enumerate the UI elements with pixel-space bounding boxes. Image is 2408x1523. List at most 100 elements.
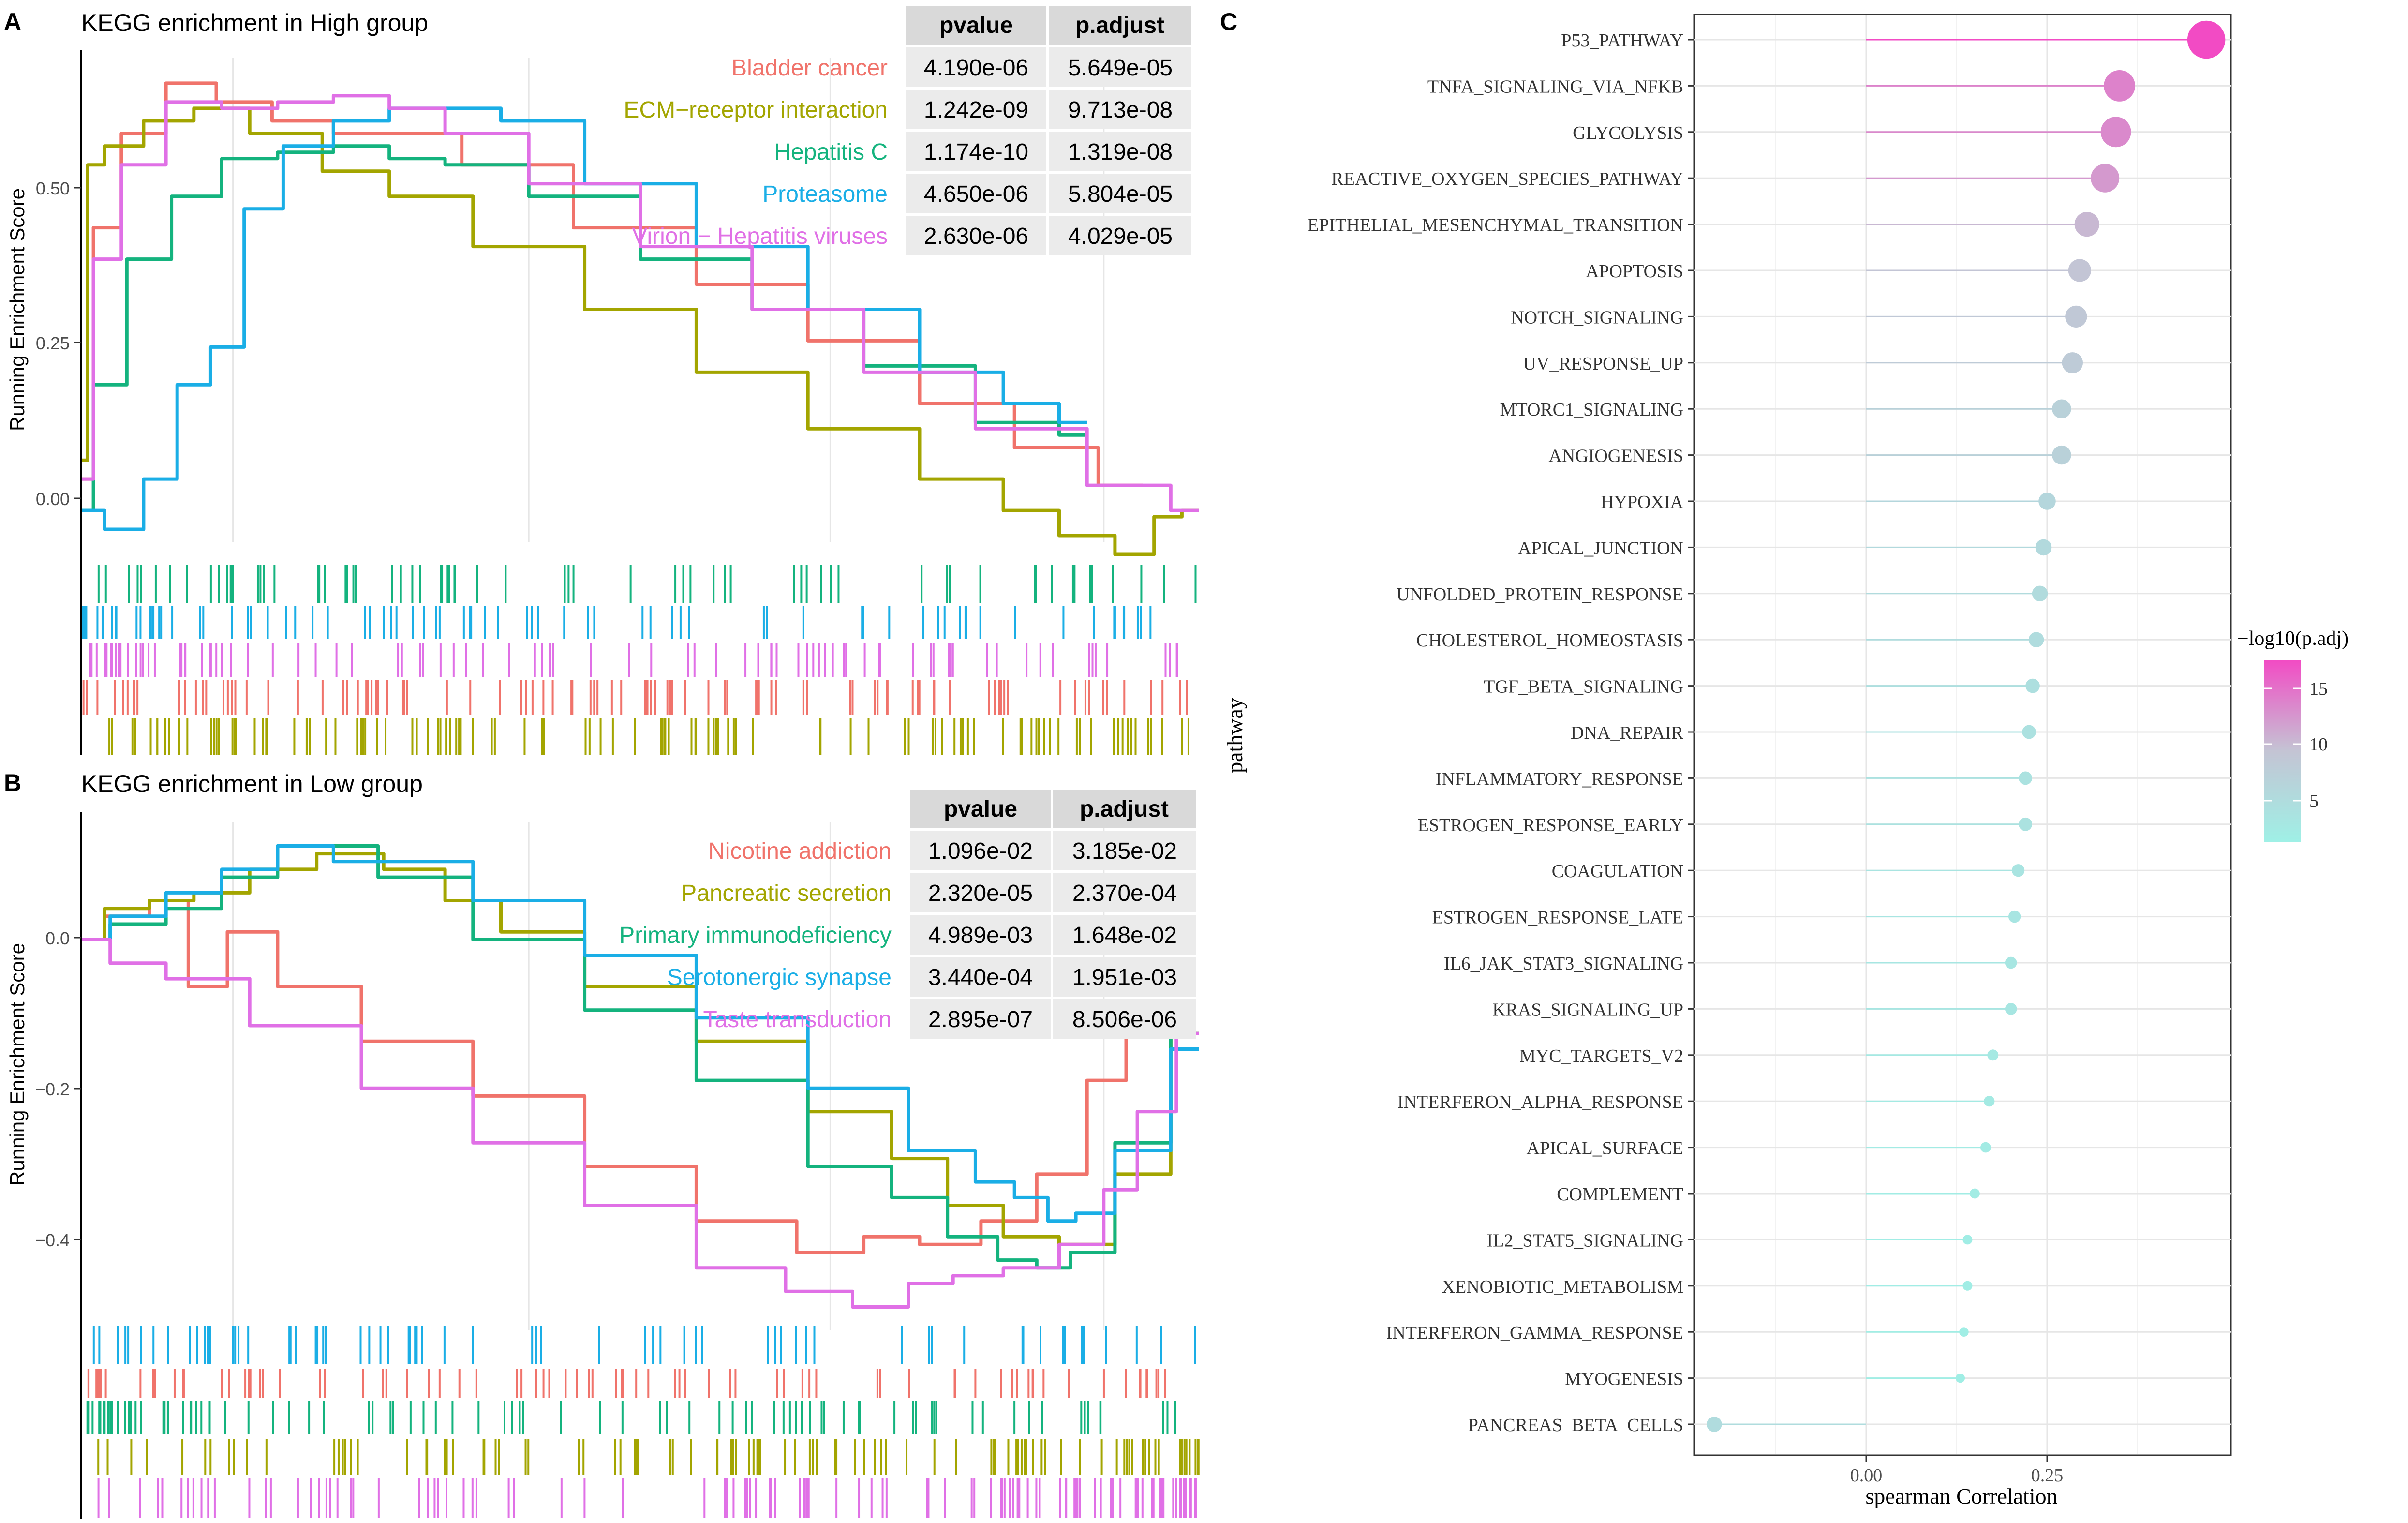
table-cell-padjust: 4.029e-05 [1068, 224, 1173, 249]
lollipop-point [1980, 1142, 1991, 1153]
table-cell [910, 831, 1051, 870]
panel-b-gene-hit-marks [86, 1326, 1200, 1518]
panel-a: A KEGG enrichment in High group Running … [4, 6, 1199, 755]
panel-a-label: A [4, 8, 21, 35]
pathway-label: CHOLESTEROL_HOMEOSTASIS [1416, 630, 1683, 651]
panel-a-series-lines [82, 81, 1199, 556]
table-cell-padjust: 1.951e-03 [1072, 965, 1177, 990]
pathway-label: MTORC1_SIGNALING [1500, 400, 1683, 420]
table-cell [910, 915, 1051, 955]
series-line-serotonergic-synapse [82, 844, 1199, 1223]
pathway-label: APICAL_JUNCTION [1518, 538, 1683, 558]
panel-c-color-legend: −log10(p.adj) 15 10 5 [2237, 627, 2349, 842]
pathway-label: IL6_JAK_STAT3_SIGNALING [1444, 954, 1683, 974]
lollipop-point [2032, 585, 2048, 602]
lollipop-point [2022, 725, 2036, 739]
table-cell [1049, 174, 1191, 213]
pathway-label: MYC_TARGETS_V2 [1519, 1046, 1683, 1066]
table-cell [910, 873, 1051, 912]
table-header-pvalue: pvalue [939, 13, 1013, 38]
lollipop-point [2052, 445, 2071, 465]
lollipop-point [2005, 956, 2017, 969]
table-cell-padjust: 9.713e-08 [1068, 97, 1173, 123]
panel-b-ytick-label: −0.4 [35, 1230, 70, 1250]
table-row-name: Nicotine addiction [708, 838, 892, 864]
panel-b-title: KEGG enrichment in Low group [81, 770, 423, 797]
pathway-label: TNFA_SIGNALING_VIA_NFKB [1427, 76, 1683, 97]
lollipop-point [2028, 632, 2044, 647]
table-cell-pvalue: 1.174e-10 [924, 139, 1028, 165]
table-cell [906, 47, 1046, 87]
panel-b-gridlines [232, 822, 1105, 1330]
table-cell [1049, 90, 1191, 129]
panel-a-ytick-label: 0.25 [36, 333, 70, 353]
panel-a-ytick-label: 0.00 [36, 489, 70, 509]
table-cell [906, 132, 1046, 171]
table-cell-pvalue: 1.242e-09 [924, 97, 1028, 123]
pathway-label: PANCREAS_BETA_CELLS [1468, 1415, 1683, 1435]
pathway-label: XENOBIOTIC_METABOLISM [1442, 1277, 1683, 1297]
pathway-label: APOPTOSIS [1586, 261, 1683, 282]
panel-c-xtick-label: 0.00 [1850, 1465, 1883, 1486]
table-cell-pvalue: 4.650e-06 [924, 181, 1028, 207]
lollipop-point [2091, 164, 2120, 193]
table-row-name: Pancreatic secretion [681, 881, 892, 906]
table-cell-padjust: 8.506e-06 [1072, 1007, 1177, 1032]
table-cell [910, 999, 1051, 1039]
pathway-label: UV_RESPONSE_UP [1523, 354, 1683, 374]
pathway-label: ESTROGEN_RESPONSE_LATE [1432, 908, 1683, 928]
panel-c-xlabel: spearman Correlation [1865, 1484, 2057, 1508]
table-cell [906, 216, 1046, 255]
table-cell-padjust: 2.370e-04 [1072, 881, 1177, 906]
panel-a-stats-table: pvalue p.adjust Bladder cancer 4.190e-06 5… [624, 6, 1191, 255]
lollipop-point [1984, 1096, 1995, 1107]
series-line-bladder-cancer [82, 81, 1143, 487]
lollipop-point [2005, 1003, 2017, 1015]
lollipop-point [1987, 1049, 1999, 1061]
panel-b-ytick-label: 0.0 [45, 928, 70, 948]
table-cell-pvalue: 4.989e-03 [928, 923, 1033, 948]
lollipop-point [1962, 1281, 1973, 1291]
lollipop-point [2052, 399, 2071, 418]
table-cell [1053, 831, 1196, 870]
table-row-name: Serotonergic synapse [667, 965, 892, 990]
lollipop-point [2100, 117, 2131, 148]
table-header-cell [910, 790, 1051, 828]
lollipop-point [2065, 305, 2087, 328]
panel-b-ylabel: Running Enrichment Score [6, 943, 29, 1186]
table-row-name: Taste transduction [703, 1007, 892, 1032]
panel-b-ytick-label: −0.2 [35, 1079, 70, 1099]
table-cell-padjust: 5.649e-05 [1068, 55, 1173, 81]
table-cell-pvalue: 2.630e-06 [924, 224, 1028, 249]
lollipop-point [2025, 678, 2040, 693]
table-cell-padjust: 3.185e-02 [1072, 838, 1177, 864]
panel-a-title: KEGG enrichment in High group [81, 9, 428, 36]
table-header-cell [906, 6, 1046, 45]
table-cell [1053, 873, 1196, 912]
table-header-padjust: p.adjust [1080, 796, 1169, 822]
table-cell [906, 90, 1046, 129]
panel-a-gridlines [232, 58, 1105, 542]
table-row-name: Hepatitis C [774, 139, 888, 165]
pathway-label: COMPLEMENT [1557, 1184, 1683, 1205]
pathway-label: COAGULATION [1552, 861, 1683, 881]
lollipop-point [2104, 70, 2135, 102]
series-line-virion-hepatitis-viruses [82, 94, 1199, 512]
lollipop-point [1962, 1235, 1973, 1245]
pathway-label: APICAL_SURFACE [1527, 1138, 1683, 1159]
pathway-label: UNFOLDED_PROTEIN_RESPONSE [1397, 584, 1683, 605]
panel-c-ylabel: pathway [1222, 698, 1247, 773]
pathway-label: INTERFERON_GAMMA_RESPONSE [1386, 1323, 1683, 1343]
table-cell [1053, 957, 1196, 997]
table-cell-pvalue: 2.895e-07 [928, 1007, 1033, 1032]
table-cell [1049, 132, 1191, 171]
pathway-label: NOTCH_SIGNALING [1511, 307, 1683, 328]
panel-b-label: B [4, 769, 21, 796]
table-cell-pvalue: 3.440e-04 [928, 965, 1033, 990]
lollipop-point [2062, 352, 2083, 373]
panel-c-xtick-label: 0.25 [2031, 1465, 2064, 1486]
legend-tick-label: 5 [2309, 791, 2319, 811]
lollipop-point [2008, 910, 2021, 923]
table-row-name: Primary immunodeficiency [619, 923, 892, 948]
